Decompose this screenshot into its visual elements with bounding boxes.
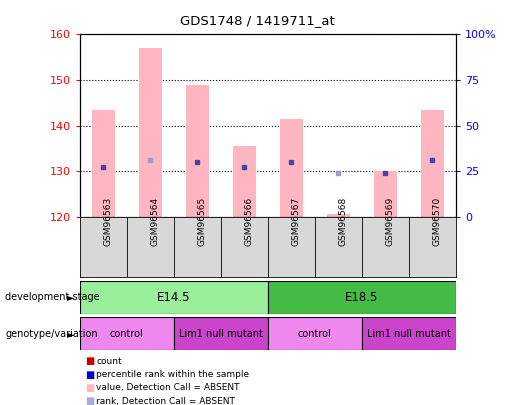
Bar: [233, 146, 256, 217]
Text: Lim1 null mutant: Lim1 null mutant: [179, 329, 263, 339]
Text: genotype/variation: genotype/variation: [5, 329, 98, 339]
Bar: [185, 85, 209, 217]
Text: GSM96570: GSM96570: [432, 197, 441, 246]
Bar: [280, 119, 303, 217]
Text: value, Detection Call = ABSENT: value, Detection Call = ABSENT: [96, 384, 240, 392]
Bar: [362, 317, 456, 350]
Bar: [268, 317, 362, 350]
Text: ■: ■: [85, 356, 94, 366]
Text: GSM96569: GSM96569: [385, 197, 394, 246]
Text: ►: ►: [67, 292, 75, 302]
Text: GSM96564: GSM96564: [150, 197, 159, 246]
Bar: [421, 110, 444, 217]
Text: ■: ■: [85, 370, 94, 379]
Text: ■: ■: [85, 383, 94, 393]
Text: E14.5: E14.5: [157, 291, 191, 304]
Bar: [327, 214, 350, 217]
Bar: [373, 171, 397, 217]
Text: GSM96567: GSM96567: [291, 197, 300, 246]
Text: rank, Detection Call = ABSENT: rank, Detection Call = ABSENT: [96, 397, 235, 405]
Bar: [268, 281, 456, 314]
Text: GSM96568: GSM96568: [338, 197, 347, 246]
Text: GSM96563: GSM96563: [104, 197, 112, 246]
Bar: [80, 281, 268, 314]
Bar: [174, 317, 268, 350]
Bar: [92, 110, 115, 217]
Bar: [139, 48, 162, 217]
Bar: [80, 317, 174, 350]
Text: Lim1 null mutant: Lim1 null mutant: [367, 329, 451, 339]
Text: count: count: [96, 357, 122, 366]
Text: ■: ■: [85, 396, 94, 405]
Text: GSM96565: GSM96565: [197, 197, 207, 246]
Text: ►: ►: [67, 329, 75, 339]
Text: E18.5: E18.5: [345, 291, 379, 304]
Text: development stage: development stage: [5, 292, 100, 302]
Text: GDS1748 / 1419711_at: GDS1748 / 1419711_at: [180, 14, 335, 27]
Text: control: control: [298, 329, 332, 339]
Text: control: control: [110, 329, 144, 339]
Text: GSM96566: GSM96566: [244, 197, 253, 246]
Text: percentile rank within the sample: percentile rank within the sample: [96, 370, 249, 379]
